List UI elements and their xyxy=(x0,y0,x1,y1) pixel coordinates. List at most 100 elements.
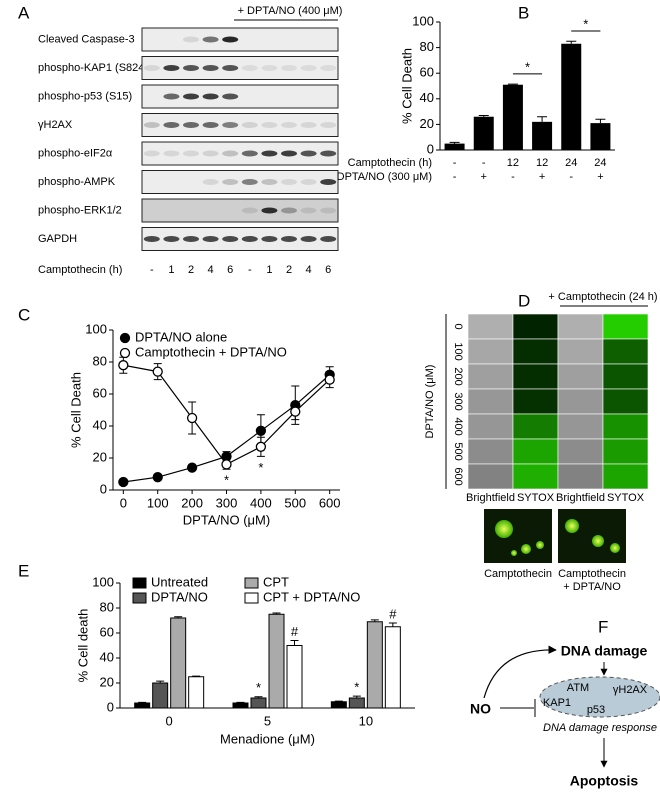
legend-swatch xyxy=(132,592,147,604)
bar xyxy=(286,645,303,709)
blot-band xyxy=(261,179,278,185)
x-row-value: 24 xyxy=(594,157,606,169)
blot-band xyxy=(222,65,239,71)
error-bar xyxy=(334,700,343,702)
annotation: * xyxy=(258,460,263,475)
blot-band xyxy=(183,93,199,100)
blot-band xyxy=(143,65,160,71)
legend-label: Camptothecin + DPTA/NO xyxy=(135,344,287,359)
sytox-image xyxy=(512,313,559,340)
row-label: 400 xyxy=(452,417,464,435)
brightfield-image xyxy=(557,313,604,340)
blot-band xyxy=(241,236,258,242)
blot-band xyxy=(281,65,297,71)
lane-label: 2 xyxy=(188,264,194,276)
x-row-value: - xyxy=(569,171,573,183)
panel-label: B xyxy=(518,3,529,22)
protein-label: KAP1 xyxy=(543,697,571,709)
blot-band xyxy=(222,122,239,128)
error-bar xyxy=(595,118,606,124)
blot-band xyxy=(241,65,258,71)
node-apoptosis: Apoptosis xyxy=(570,773,639,789)
sytox-image xyxy=(602,338,649,365)
bar xyxy=(250,697,267,709)
blot-band xyxy=(241,207,258,214)
blot-strip xyxy=(141,56,339,80)
x-row-label: DPTA/NO (300 μM) xyxy=(337,171,432,183)
lane-label: - xyxy=(150,264,154,276)
blot-band xyxy=(222,93,239,100)
treatment-label: + Camptothecin (24 h) xyxy=(548,291,657,303)
blot-band xyxy=(202,36,219,43)
blot-band xyxy=(222,36,239,43)
error-bar xyxy=(256,414,265,448)
data-point xyxy=(255,441,267,452)
cell xyxy=(521,544,531,554)
blot-band xyxy=(163,150,180,157)
row-label: 500 xyxy=(452,442,464,460)
blot-band xyxy=(202,179,219,185)
brightfield-image xyxy=(557,438,604,465)
blot-band xyxy=(202,150,219,157)
blot-band xyxy=(261,65,278,71)
x-tick-label: 10 xyxy=(359,713,373,728)
protein-label: γH2AX xyxy=(613,684,648,696)
blot-band xyxy=(281,179,297,185)
error-bar xyxy=(449,141,460,144)
x-row-value: - xyxy=(511,171,515,183)
blot-row-label: Cleaved Caspase-3 xyxy=(38,33,135,45)
data-point xyxy=(255,425,267,436)
legend-label: DPTA/NO xyxy=(151,589,208,604)
blot-band xyxy=(222,179,239,185)
blot-strip xyxy=(141,27,339,52)
blot-band xyxy=(300,207,317,214)
panel-label: D xyxy=(518,291,530,310)
data-point xyxy=(118,476,129,488)
sytox-image xyxy=(512,463,559,490)
node-dna-damage: DNA damage xyxy=(561,643,648,659)
significance-mark: * xyxy=(256,680,261,695)
blot-band xyxy=(241,122,258,128)
blot-band xyxy=(281,150,297,157)
significance-mark: # xyxy=(389,606,397,621)
significance-mark: * xyxy=(525,59,530,74)
blot-row-label: phospho-AMPK xyxy=(38,176,116,188)
blot-row-label: γH2AX xyxy=(38,119,73,131)
blot-strip xyxy=(141,198,339,223)
y-tick-label: 40 xyxy=(420,90,434,105)
x-row-value: + xyxy=(481,171,487,183)
blot-band xyxy=(320,179,337,185)
blot-band xyxy=(163,236,180,242)
column-label: Brightfield xyxy=(556,492,605,504)
process-label: DNA damage response xyxy=(543,722,657,734)
blot-band xyxy=(281,122,297,128)
data-point xyxy=(324,374,335,385)
panel-label: A xyxy=(18,3,30,22)
blot-band xyxy=(143,122,160,128)
bar xyxy=(268,613,285,709)
legend-marker xyxy=(119,332,131,344)
blot-band xyxy=(183,236,199,242)
data-point xyxy=(152,472,163,483)
blot-band xyxy=(320,65,337,71)
error-bar xyxy=(537,116,548,122)
y-tick-label: 100 xyxy=(92,574,114,589)
bar xyxy=(444,143,465,150)
x-row-value: - xyxy=(453,171,457,183)
row-label: 600 xyxy=(452,467,464,485)
error-bar xyxy=(566,40,577,44)
cell xyxy=(495,520,513,538)
blot-band xyxy=(202,122,219,128)
blot-strip xyxy=(141,141,339,166)
error-bar xyxy=(290,640,299,646)
blot-band xyxy=(241,150,258,157)
x-row-value: 24 xyxy=(565,157,577,169)
row-label: 200 xyxy=(452,367,464,385)
brightfield-image xyxy=(467,438,514,465)
blot-row-label: phospho-eIF2α xyxy=(38,147,113,159)
y-tick-label: 20 xyxy=(420,116,434,131)
lane-label: 1 xyxy=(168,264,174,276)
sytox-image xyxy=(602,363,649,390)
